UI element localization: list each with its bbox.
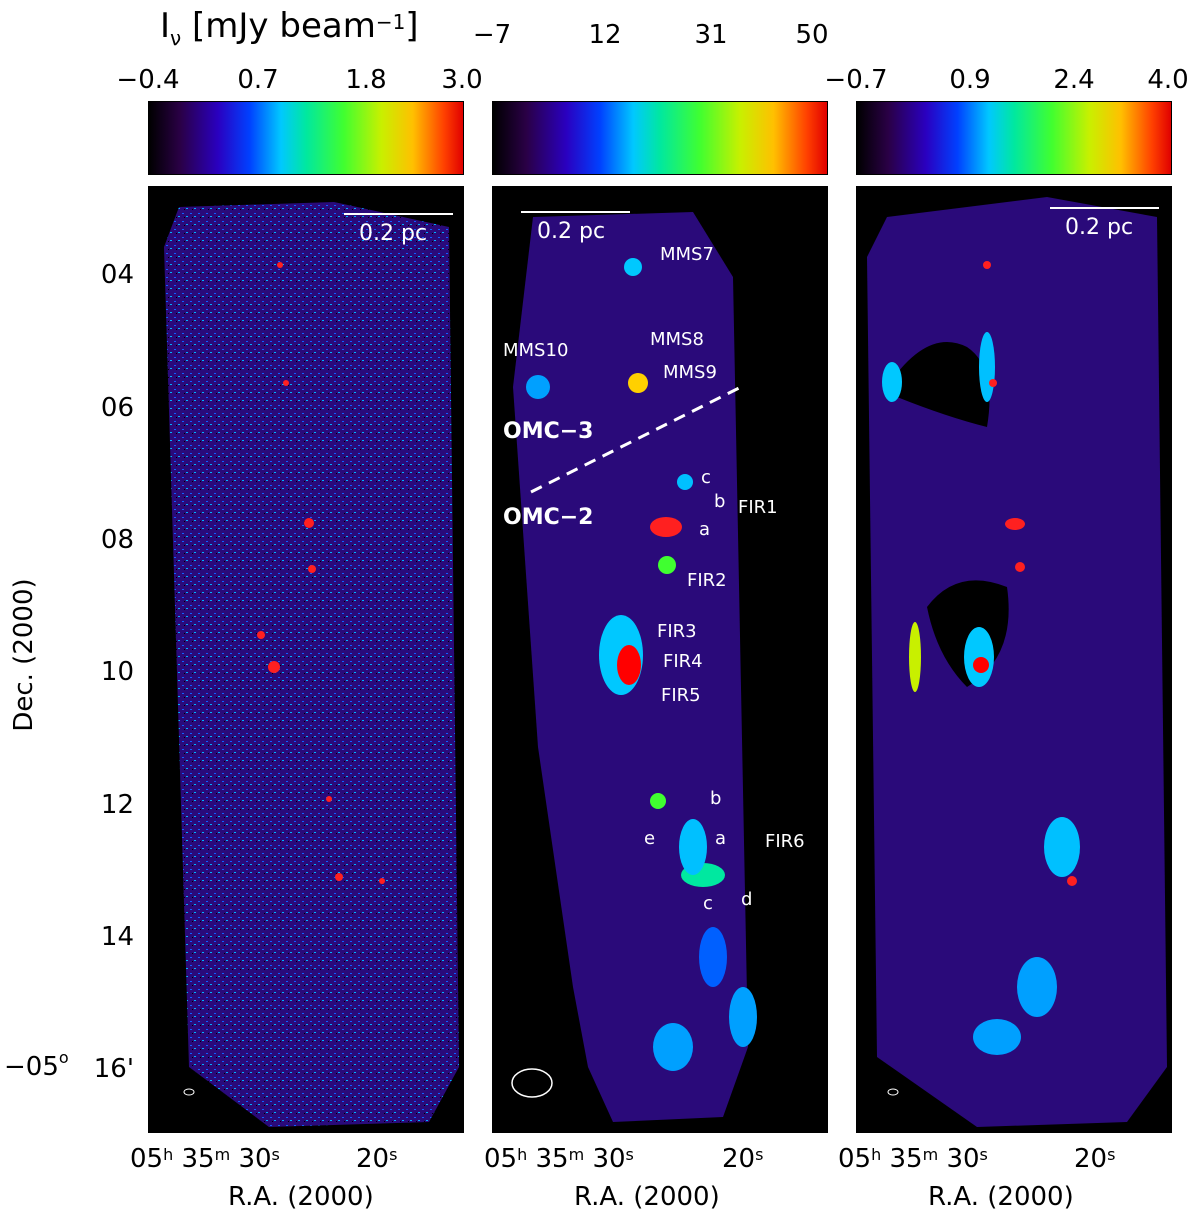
cbar3-tick: 2.4 <box>1053 65 1095 95</box>
cbar3-tick: −0.7 <box>824 65 888 95</box>
cbar1-tick: 0.7 <box>237 65 279 95</box>
source-label-fir3: FIR3 <box>657 621 697 642</box>
scale-bar-label: 0.2 pc <box>537 219 606 244</box>
region-label-omc2: OMC−2 <box>503 505 594 530</box>
colorbar-left <box>148 101 464 175</box>
source-label-d: d <box>741 889 753 910</box>
region-label-omc3: OMC−3 <box>503 419 594 444</box>
scale-bar-label: 0.2 pc <box>359 221 428 246</box>
cbar2-tick: 50 <box>795 20 829 50</box>
source-label-mms10: MMS10 <box>503 340 569 361</box>
cbar1-tick: 1.8 <box>345 65 387 95</box>
source-label-c: c <box>701 467 711 488</box>
x-tick-label: 20s <box>356 1144 398 1174</box>
x-axis-title-right: R.A. (2000) <box>928 1182 1074 1212</box>
source-label-e: e <box>644 828 656 849</box>
source-label-fir1: FIR1 <box>738 497 778 518</box>
source-label-a: a <box>699 519 711 540</box>
map-panel-middle: 0.2 pc MMS7 MMS8 MMS10 MMS9 OMC−3 c b FI… <box>492 186 828 1133</box>
source-label-mms9: MMS9 <box>663 362 717 383</box>
source-label-fir6: FIR6 <box>765 831 805 852</box>
x-tick-label: 20s <box>722 1144 764 1174</box>
y-tick-label: 12 <box>100 790 134 820</box>
cbar3-tick: 0.9 <box>949 65 991 95</box>
y-tick-label: 06 <box>100 393 134 423</box>
cbar3-tick: 4.0 <box>1147 65 1189 95</box>
cbar2-tick: −7 <box>472 20 512 50</box>
x-tick-labels-middle: 05h 35m 30s <box>484 1144 634 1174</box>
source-label-b: b <box>714 491 726 512</box>
y-tick-label: 14 <box>100 922 134 952</box>
map-panel-left: 0.2 pc <box>148 186 464 1133</box>
source-label-mms8: MMS8 <box>650 329 704 350</box>
x-tick-labels-right: 05h 35m 30s <box>838 1144 988 1174</box>
y-tick-label-prefix: −05o <box>4 1048 69 1082</box>
source-label-a: a <box>715 828 727 849</box>
scale-bar-label: 0.2 pc <box>1065 215 1134 240</box>
y-tick-label: 16' <box>93 1054 134 1084</box>
y-tick-label: 08 <box>100 525 134 555</box>
source-label-fir2: FIR2 <box>687 570 727 591</box>
x-tick-labels-left: 05h 35m 30s <box>130 1144 280 1174</box>
colorbar-title: Iν [mJy beam−1] <box>160 6 419 50</box>
x-tick-label: 20s <box>1074 1144 1116 1174</box>
map-panel-right: 0.2 pc <box>856 186 1172 1133</box>
x-axis-title-left: R.A. (2000) <box>228 1182 374 1212</box>
cbar2-tick: 12 <box>588 20 622 50</box>
cbar1-tick: 3.0 <box>441 65 483 95</box>
y-tick-label: 10 <box>100 657 134 687</box>
colorbar-middle <box>492 101 828 175</box>
source-label-fir5: FIR5 <box>661 685 701 706</box>
source-label-mms7: MMS7 <box>660 244 714 265</box>
x-axis-title-middle: R.A. (2000) <box>574 1182 720 1212</box>
source-label-fir4: FIR4 <box>663 651 703 672</box>
cbar1-tick: −0.4 <box>116 65 180 95</box>
y-axis-title: Dec. (2000) <box>9 578 39 732</box>
cbar2-tick: 31 <box>694 20 728 50</box>
colorbar-right <box>856 101 1172 175</box>
y-tick-label: 04 <box>100 260 134 290</box>
source-label-b: b <box>710 788 722 809</box>
source-label-c: c <box>703 893 713 914</box>
